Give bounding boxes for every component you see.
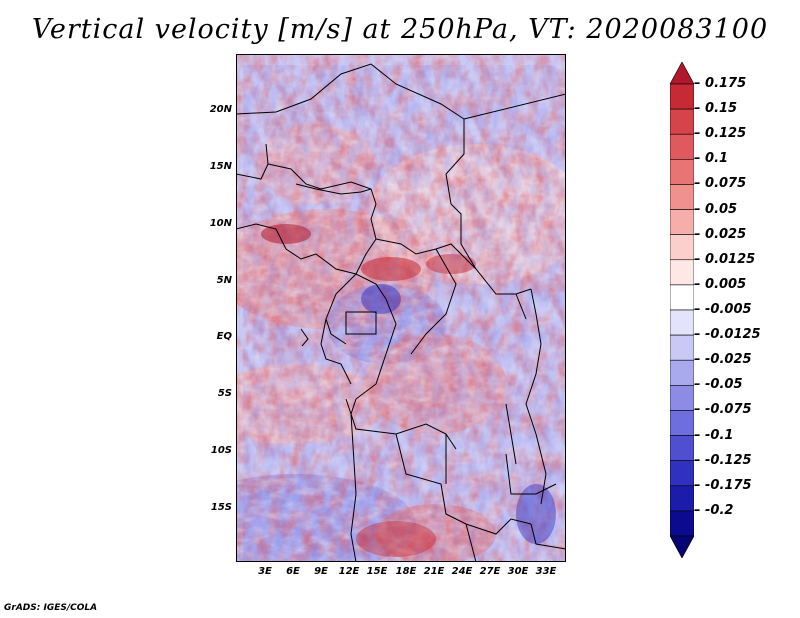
grads-credit: GrADS: IGES/COLA xyxy=(4,603,98,613)
velocity-field xyxy=(236,54,566,562)
colorbar-bin xyxy=(670,108,694,135)
colorbar-bin xyxy=(670,133,694,160)
lon-tick-33e: 33E xyxy=(535,566,557,577)
colorbar-bin xyxy=(670,485,694,512)
colorbar-bin xyxy=(670,385,694,411)
lat-tick-5n: 5N xyxy=(216,275,232,286)
colorbar-label: – -0.05 xyxy=(694,377,743,393)
lon-tick-27e: 27E xyxy=(479,566,501,577)
colorbar-label: – 0.075 xyxy=(694,176,747,192)
colorbar-bin xyxy=(670,334,694,361)
lon-tick-18e: 18E xyxy=(395,566,417,577)
colorbar-bin xyxy=(670,435,694,461)
colorbar-bin xyxy=(670,62,694,85)
colorbar-label: – -0.1 xyxy=(694,427,734,443)
colorbar-label: – 0.1 xyxy=(694,151,729,167)
colorbar-label: – -0.0125 xyxy=(694,327,761,343)
colorbar-bin xyxy=(670,309,694,336)
lon-tick-30e: 30E xyxy=(507,566,529,577)
colorbar-bin xyxy=(670,460,694,487)
lon-tick-12e: 12E xyxy=(338,566,360,577)
lon-tick-9e: 9E xyxy=(314,566,328,577)
colorbar-label: – -0.2 xyxy=(694,502,734,518)
colorbar xyxy=(670,62,694,558)
colorbar-bin xyxy=(670,284,694,311)
colorbar-bin xyxy=(670,359,694,386)
colorbar-label: – 0.175 xyxy=(694,76,747,91)
colorbar-label: – -0.125 xyxy=(694,452,752,468)
colorbar-label: – 0.05 xyxy=(694,201,738,217)
colorbar-label: – 0.0125 xyxy=(694,251,756,267)
lon-tick-24e: 24E xyxy=(451,566,473,577)
colorbar-label: – -0.005 xyxy=(694,302,752,317)
country-borders xyxy=(236,63,566,562)
chart-title: Vertical velocity [m/s] at 250hPa, VT: 2… xyxy=(31,14,769,45)
map-frame xyxy=(236,54,566,562)
lat-tick-20n: 20N xyxy=(209,104,232,115)
lat-tick-10s: 10S xyxy=(210,445,232,456)
lat-tick-15s: 15S xyxy=(210,502,232,513)
lat-tick-eq: EQ xyxy=(216,331,232,342)
colorbar-label: – 0.025 xyxy=(694,226,747,242)
colorbar-label: – -0.175 xyxy=(694,477,752,493)
lon-tick-6e: 6E xyxy=(286,566,300,577)
lat-tick-10n: 10N xyxy=(209,218,232,229)
colorbar-bin xyxy=(670,83,694,110)
map-panel xyxy=(236,54,566,562)
colorbar-label: – -0.025 xyxy=(694,352,752,368)
lat-tick-15n: 15N xyxy=(209,161,232,172)
colorbar-bin xyxy=(670,510,694,537)
lon-tick-3e: 3E xyxy=(258,566,272,577)
colorbar-bin xyxy=(670,259,694,286)
colorbar-bin xyxy=(670,410,694,436)
colorbar-bin xyxy=(670,234,694,261)
colorbar-label: – 0.125 xyxy=(694,126,747,142)
colorbar-bin xyxy=(670,159,694,185)
colorbar-label: – 0.15 xyxy=(694,101,738,117)
lon-tick-21e: 21E xyxy=(423,566,445,577)
lat-tick-5s: 5S xyxy=(217,388,232,399)
colorbar-label: – -0.075 xyxy=(694,402,752,418)
colorbar-bin xyxy=(670,184,694,210)
lon-tick-15e: 15E xyxy=(366,566,388,577)
colorbar-bin xyxy=(670,535,694,558)
colorbar-bin xyxy=(670,209,694,235)
colorbar-label: – 0.005 xyxy=(694,276,747,292)
